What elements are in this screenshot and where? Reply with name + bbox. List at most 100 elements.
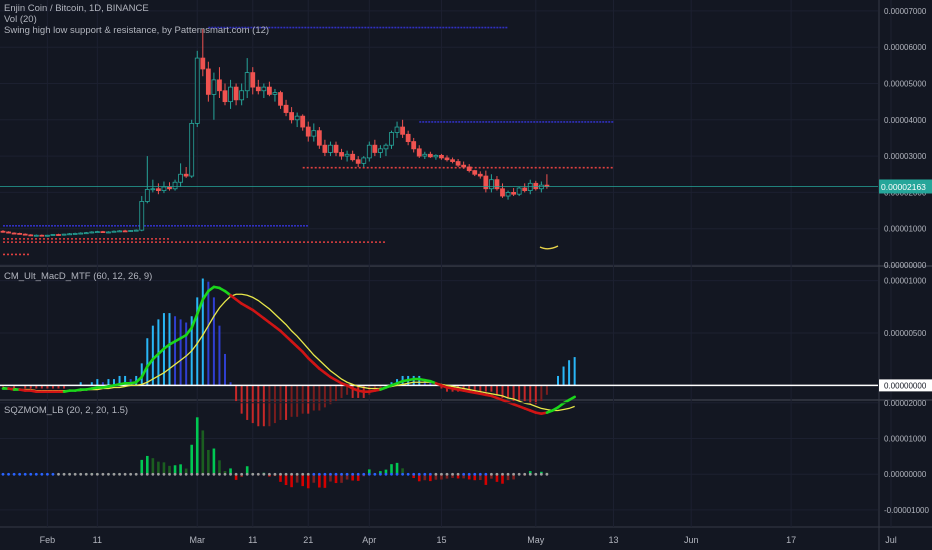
- sqz-momentum-bar: [318, 474, 321, 488]
- macd-histogram-bar: [512, 385, 515, 402]
- candle-body: [50, 234, 56, 236]
- x-tick-label: 11: [248, 535, 257, 545]
- candle-body: [450, 159, 455, 162]
- sqz-momentum-bar: [184, 468, 188, 475]
- macd-line-segment: [146, 357, 155, 368]
- candle-body: [266, 86, 272, 95]
- squeeze-dot: [467, 472, 471, 476]
- sqz-momentum-bar: [345, 474, 349, 480]
- squeeze-dot: [417, 472, 421, 476]
- candle-body: [139, 201, 145, 231]
- candle-body: [444, 157, 450, 161]
- candle-body: [250, 72, 256, 88]
- candle-body: [128, 230, 134, 232]
- candle-body: [161, 186, 167, 191]
- sqz-momentum-bar: [417, 474, 421, 482]
- macd-histogram-bar: [168, 313, 171, 386]
- squeeze-dot: [34, 472, 38, 476]
- squeeze-dot: [229, 472, 232, 476]
- candle-body: [383, 144, 389, 150]
- squeeze-dot: [451, 472, 454, 476]
- squeeze-dot: [295, 472, 299, 476]
- macd-histogram-bar: [323, 385, 326, 408]
- squeeze-dot: [523, 472, 527, 476]
- sqz-momentum-bar: [451, 474, 454, 478]
- candle-body: [311, 130, 317, 137]
- squeeze-dot: [495, 472, 499, 476]
- price-tick-label: 0.00000000: [884, 261, 927, 270]
- candle-body: [538, 184, 544, 190]
- macd-histogram-bar: [207, 281, 210, 386]
- macd-histogram-bar: [290, 385, 293, 417]
- macd-histogram-bar: [35, 385, 38, 389]
- macd-histogram-bar: [96, 379, 99, 386]
- candle-body: [350, 153, 356, 161]
- squeeze-dot: [1, 472, 5, 476]
- candle-body: [78, 232, 84, 235]
- macd-indicator-label[interactable]: CM_Ult_MacD_MTF (60, 12, 26, 9): [4, 271, 153, 282]
- sqz-momentum-bar: [173, 465, 177, 475]
- candle-body: [472, 170, 478, 175]
- candle-body: [178, 173, 184, 183]
- candle-body: [339, 152, 344, 157]
- candle-body: [144, 189, 150, 202]
- sqz-momentum-bar: [140, 459, 144, 475]
- signal-line: [2, 293, 575, 412]
- candle-body: [300, 115, 306, 128]
- candle-body: [533, 182, 539, 190]
- sqz-momentum-bar: [462, 474, 465, 479]
- macd-histogram-bar: [107, 379, 110, 386]
- squeeze-dot: [434, 472, 438, 476]
- squeeze-dot: [245, 472, 249, 476]
- macd-histogram-bar: [240, 385, 243, 414]
- macd-histogram-bar: [46, 385, 49, 389]
- sqz-momentum-bar: [340, 474, 343, 483]
- sqz-momentum-bar: [501, 474, 504, 484]
- macd-histogram-bar: [507, 385, 510, 398]
- macd-histogram-bar: [90, 382, 93, 386]
- x-tick-label: Apr: [362, 535, 376, 545]
- squeeze-dot: [384, 472, 388, 476]
- macd-histogram-bar: [568, 360, 571, 386]
- macd-pane-legend: CM_Ult_MacD_MTF (60, 12, 26, 9): [4, 271, 152, 282]
- squeeze-dot: [201, 472, 205, 476]
- symbol-title[interactable]: Enjin Coin / Bitcoin, 1D, BINANCE: [4, 3, 149, 14]
- candle-body: [67, 233, 72, 236]
- candle-body: [56, 234, 61, 236]
- macd-histogram-bar: [101, 382, 104, 386]
- x-tick-label: 17: [786, 535, 796, 545]
- candle-body: [233, 86, 239, 101]
- sqz-momentum-bar: [279, 474, 282, 482]
- macd-line-segment: [190, 312, 199, 330]
- macd-histogram-bar: [251, 385, 254, 424]
- candle-body: [167, 186, 172, 190]
- sqz-tick-label: 0.00000000: [884, 470, 927, 479]
- candle-body: [39, 234, 45, 237]
- macd-histogram-bar: [2, 385, 4, 389]
- x-tick-label: 21: [303, 535, 313, 545]
- squeeze-dot: [140, 472, 144, 476]
- sqz-momentum-bar: [229, 468, 232, 475]
- candle-body: [211, 79, 217, 95]
- macd-histogram-bar: [440, 385, 443, 389]
- swing-indicator-label[interactable]: Swing high low support & resistance, by …: [4, 25, 270, 36]
- volume-indicator-label[interactable]: Vol (20): [4, 14, 37, 25]
- candle-body: [483, 175, 489, 190]
- macd-histogram-bar: [124, 375, 127, 386]
- candle-body: [61, 233, 67, 236]
- macd-histogram-bar: [229, 382, 232, 386]
- sqz-momentum-bar: [467, 474, 471, 480]
- sqz-momentum-bar: [234, 474, 238, 480]
- x-tick-label: Jun: [684, 535, 699, 545]
- sqz-momentum-bar: [368, 469, 371, 475]
- squeeze-dot: [317, 472, 321, 476]
- candle-body: [261, 86, 267, 92]
- squeeze-dot: [262, 472, 266, 476]
- sqz-indicator-label[interactable]: SQZMOM_LB (20, 2, 20, 1.5): [4, 405, 129, 416]
- squeeze-dot: [440, 472, 443, 476]
- candle-body: [33, 234, 39, 237]
- sqz-momentum-bar: [512, 474, 515, 480]
- candle-body: [189, 123, 195, 177]
- volume-marker: [539, 245, 559, 250]
